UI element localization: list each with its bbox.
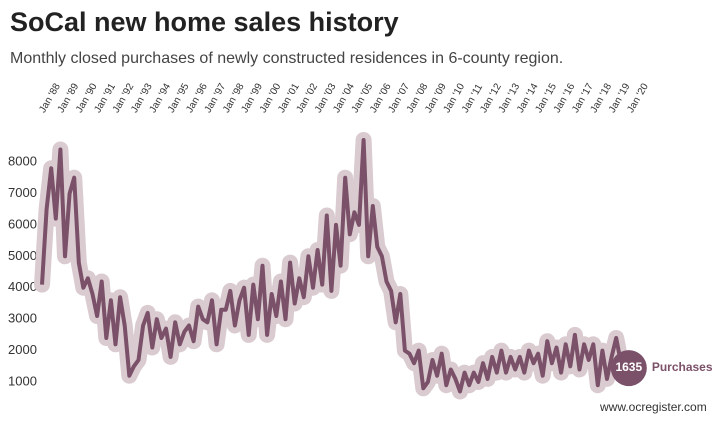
chart-subtitle: Monthly closed purchases of newly constr… bbox=[10, 50, 563, 67]
end-marker bbox=[610, 350, 647, 387]
y-tick-label: 3000 bbox=[8, 311, 37, 326]
y-tick-label: 6000 bbox=[8, 216, 37, 231]
series-label: Purchases bbox=[652, 360, 713, 374]
y-tick-label: 4000 bbox=[8, 279, 37, 294]
end-value-label: 1635 bbox=[615, 360, 642, 374]
y-tick-label: 7000 bbox=[8, 185, 37, 200]
line bbox=[40, 138, 623, 394]
y-tick-label: 2000 bbox=[8, 342, 37, 357]
chart-title: SoCal new home sales history bbox=[10, 7, 399, 37]
source-box bbox=[583, 398, 723, 417]
source: www.ocregister.com bbox=[599, 400, 707, 414]
y-tick-label: 5000 bbox=[8, 248, 37, 263]
y-tick-label: 1000 bbox=[8, 373, 37, 388]
y-tick-label: 8000 bbox=[8, 153, 37, 168]
